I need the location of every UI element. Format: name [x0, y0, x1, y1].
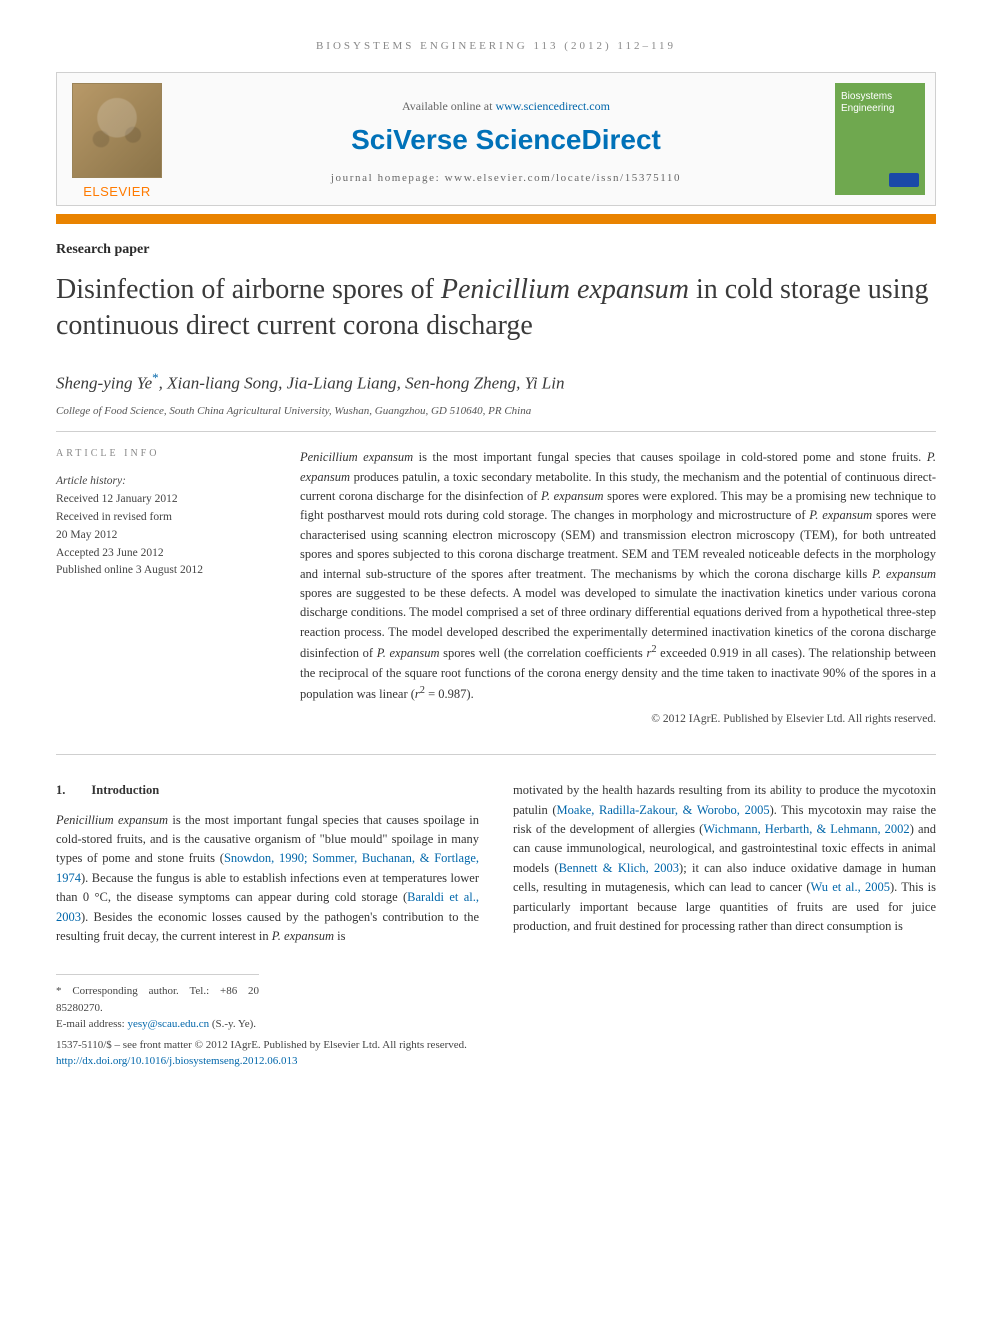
intro-para-right: motivated by the health hazards resultin…: [513, 781, 936, 936]
journal-cover-title: Biosystems Engineering: [841, 91, 919, 115]
history-label: Article history:: [56, 475, 126, 487]
history-accepted: Accepted 23 June 2012: [56, 547, 164, 559]
footnotes: * Corresponding author. Tel.: +86 20 852…: [56, 974, 259, 1033]
article-info-heading: ARTICLE INFO: [56, 448, 266, 459]
email-suffix: (S.-y. Ye).: [209, 1018, 256, 1030]
journal-homepage-line: journal homepage: www.elsevier.com/locat…: [331, 172, 681, 184]
affiliation: College of Food Science, South China Agr…: [56, 405, 936, 417]
issn-line: 1537-5110/$ – see front matter © 2012 IA…: [56, 1037, 936, 1054]
abstract-text: Penicillium expansum is the most importa…: [300, 450, 936, 701]
section-title: Introduction: [91, 781, 159, 800]
journal-cover-logo-icon: [889, 173, 919, 187]
article-info-column: ARTICLE INFO Article history: Received 1…: [56, 448, 266, 728]
doi-link[interactable]: http://dx.doi.org/10.1016/j.biosystemsen…: [56, 1055, 298, 1067]
brand-text: SciVerse ScienceDirect: [351, 124, 661, 155]
article-history: Article history: Received 12 January 201…: [56, 473, 266, 580]
rule-above-body: [56, 754, 936, 755]
history-published: Published online 3 August 2012: [56, 564, 203, 576]
orange-divider: [56, 214, 936, 224]
body-columns: 1. Introduction Penicillium expansum is …: [56, 781, 936, 1033]
corresponding-author: * Corresponding author. Tel.: +86 20 852…: [56, 983, 259, 1016]
author-email-link[interactable]: yesy@scau.edu.cn: [127, 1018, 209, 1030]
body-col-left: 1. Introduction Penicillium expansum is …: [56, 781, 479, 1033]
body-col-right: motivated by the health hazards resultin…: [513, 781, 936, 1033]
history-revised-1: Received in revised form: [56, 511, 172, 523]
masthead: ELSEVIER Available online at www.science…: [56, 72, 936, 206]
abstract: Penicillium expansum is the most importa…: [300, 448, 936, 728]
article-type: Research paper: [56, 242, 936, 258]
history-revised-2: 20 May 2012: [56, 529, 117, 541]
sciverse-logo: SciVerse ScienceDirect: [351, 124, 661, 156]
section-number: 1.: [56, 781, 65, 800]
journal-cover-thumb: Biosystems Engineering: [835, 83, 925, 195]
article-title: Disinfection of airborne spores of Penic…: [56, 272, 936, 344]
footer-issn-doi: 1537-5110/$ – see front matter © 2012 IA…: [56, 1037, 936, 1070]
elsevier-tree-icon: [72, 83, 162, 178]
masthead-center: Available online at www.sciencedirect.co…: [177, 73, 835, 205]
intro-para-left: Penicillium expansum is the most importa…: [56, 811, 479, 947]
author-list: Sheng-ying Ye*, Xian-liang Song, Jia-Lia…: [56, 370, 936, 394]
running-citation: BIOSYSTEMS ENGINEERING 113 (2012) 112–11…: [56, 40, 936, 52]
sciencedirect-link[interactable]: www.sciencedirect.com: [495, 99, 610, 113]
email-line: E-mail address: yesy@scau.edu.cn (S.-y. …: [56, 1016, 259, 1033]
section-heading: 1. Introduction: [56, 781, 479, 800]
available-online-line: Available online at www.sciencedirect.co…: [402, 99, 610, 114]
history-received: Received 12 January 2012: [56, 493, 178, 505]
abstract-copyright: © 2012 IAgrE. Published by Elsevier Ltd.…: [300, 711, 936, 729]
meta-abstract-row: ARTICLE INFO Article history: Received 1…: [56, 448, 936, 728]
rule-above-abstract: [56, 431, 936, 432]
available-prefix: Available online at: [402, 99, 495, 113]
publisher-block: ELSEVIER: [57, 73, 177, 205]
publisher-wordmark: ELSEVIER: [83, 184, 151, 199]
email-label: E-mail address:: [56, 1018, 127, 1030]
